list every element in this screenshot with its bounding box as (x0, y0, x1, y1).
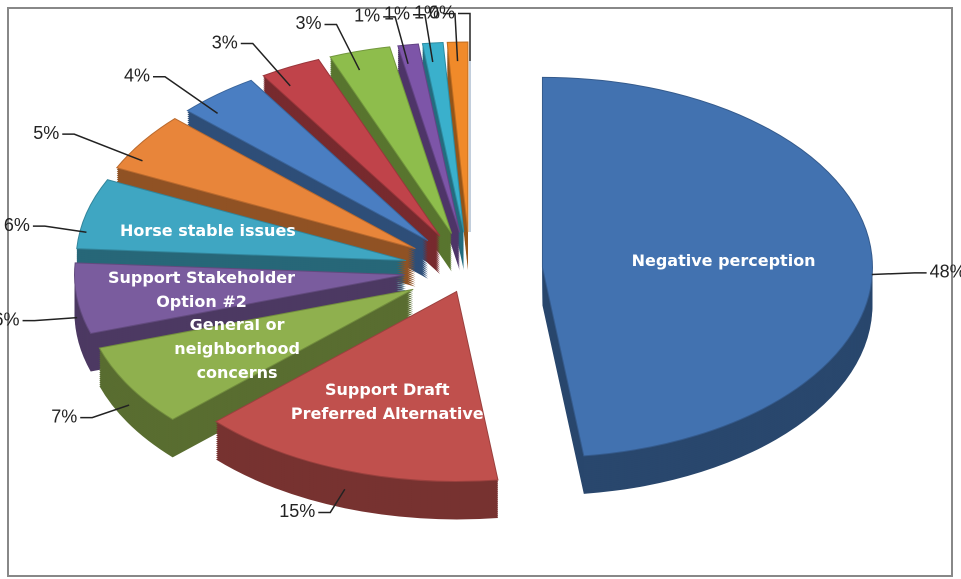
leader-line (318, 488, 346, 514)
leader-line (240, 42, 291, 87)
slice-side (397, 65, 460, 255)
slice-name-box: Support Draft Preferred Alternative (290, 380, 484, 424)
slice-top (397, 43, 461, 233)
slice-name-box: Horse stable issues (119, 221, 296, 241)
slice-name-box: General or neighborhood concerns (174, 319, 300, 380)
leader-line (62, 133, 143, 162)
slice-top (98, 288, 414, 420)
data-label: 6% (0, 309, 20, 329)
slice-top (262, 58, 441, 237)
leader-line (152, 75, 219, 114)
slice-name: Horse stable issues (119, 221, 296, 241)
slice-side (397, 55, 460, 245)
leader-line (412, 13, 434, 63)
slice-name: General or neighborhood concerns (174, 319, 300, 380)
slice-side (422, 50, 464, 241)
slice-name: Support Stakeholder Option #2 (108, 267, 296, 311)
leader-line (458, 12, 471, 61)
data-label: 1% (414, 2, 440, 22)
slice (541, 76, 873, 494)
slice-side (397, 63, 460, 253)
data-label: 1% (354, 6, 380, 26)
slice-name: Support Draft Preferred Alternative (290, 380, 484, 424)
slice (215, 290, 499, 520)
leader-line (871, 272, 927, 276)
slice-top (329, 46, 453, 234)
slice-side (422, 46, 464, 237)
data-label: 15% (279, 501, 315, 521)
leader-line (80, 404, 130, 419)
slice-name-box: Negative perception (631, 250, 816, 270)
data-label: 48% (930, 262, 961, 282)
slice-top (421, 42, 465, 233)
slice-side (422, 48, 464, 239)
leader-line (22, 316, 78, 322)
data-label: 6% (4, 215, 30, 235)
slice-side (397, 57, 460, 247)
slice-side (422, 52, 464, 243)
slice-side (397, 49, 460, 239)
slice-side (422, 54, 464, 245)
slice-side (397, 51, 460, 241)
slice (76, 179, 407, 299)
slice-side (397, 53, 460, 243)
data-label: 3% (212, 32, 238, 52)
slice-top (74, 262, 405, 335)
data-label: 1% (384, 3, 410, 23)
slice-name-box: Support Stakeholder Option #2 (108, 267, 296, 311)
slice-top (446, 41, 469, 233)
slice-top (541, 76, 873, 457)
slice-top (115, 118, 416, 250)
slice-side (422, 58, 464, 249)
slice-side (422, 56, 464, 247)
leader-line (383, 16, 409, 65)
data-label: 0% (429, 2, 455, 22)
slice-side (397, 67, 460, 257)
leader-line (32, 225, 87, 234)
data-label: 7% (51, 406, 77, 426)
slice-side (397, 59, 460, 249)
slice-side (397, 61, 460, 251)
slice-top (186, 79, 429, 242)
slice-top (76, 179, 407, 262)
slice-side (397, 47, 460, 237)
data-label: 3% (295, 13, 321, 33)
slice-top (215, 290, 499, 482)
leader-line (324, 23, 361, 71)
data-label: 4% (124, 65, 150, 85)
data-label: 5% (33, 123, 59, 143)
slice-name: Negative perception (631, 250, 816, 270)
leader-line (442, 12, 459, 62)
